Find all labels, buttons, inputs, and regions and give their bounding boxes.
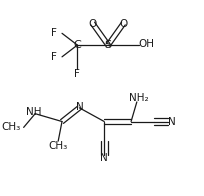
Text: F: F	[51, 28, 57, 38]
Text: O: O	[119, 18, 128, 29]
Text: F: F	[74, 69, 80, 80]
Text: OH: OH	[139, 39, 155, 49]
Text: F: F	[51, 52, 57, 62]
Text: CH₃: CH₃	[1, 122, 21, 132]
Text: NH: NH	[27, 107, 42, 117]
Text: N: N	[100, 153, 108, 163]
Text: S: S	[104, 40, 112, 50]
Text: CH₃: CH₃	[49, 141, 68, 151]
Text: O: O	[89, 18, 97, 29]
Text: NH₂: NH₂	[129, 93, 149, 103]
Text: N: N	[167, 116, 175, 127]
Text: N: N	[76, 102, 84, 112]
Text: C: C	[73, 40, 81, 50]
